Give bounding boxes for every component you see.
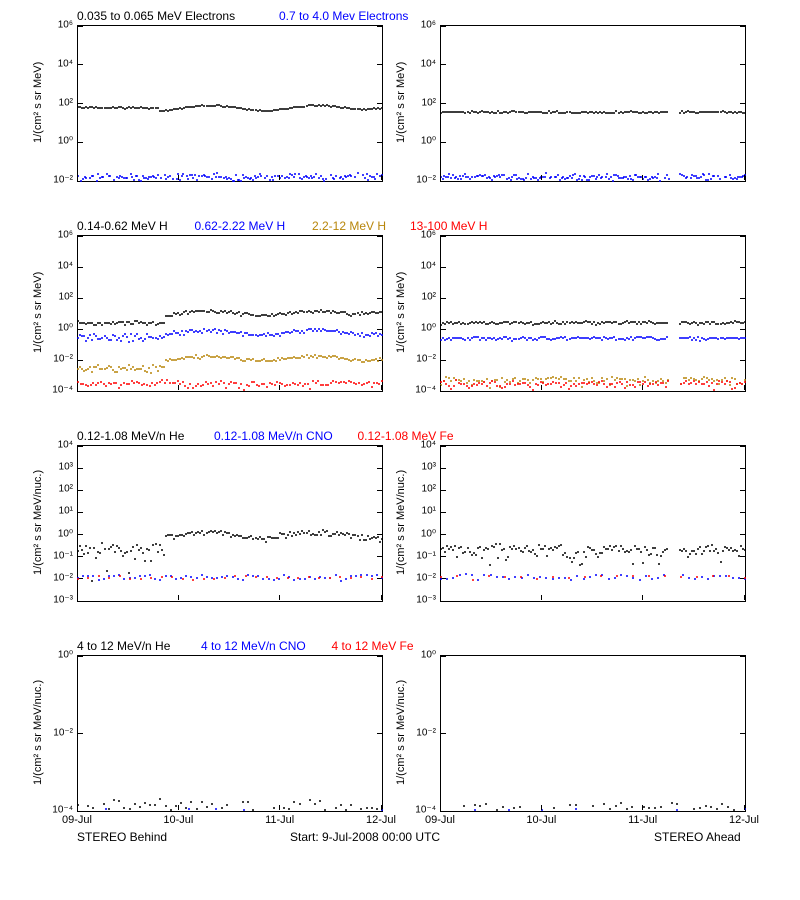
chart-panel bbox=[440, 445, 746, 602]
y-tick-label: 10⁶ bbox=[43, 20, 73, 31]
y-tick-label: 10⁶ bbox=[406, 230, 436, 241]
y-tick-label: 10⁻² bbox=[406, 354, 436, 365]
y-tick-label: 10³ bbox=[43, 462, 73, 473]
footer-right: STEREO Ahead bbox=[654, 830, 741, 844]
y-tick-label: 10⁻⁴ bbox=[406, 385, 436, 396]
y-tick-label: 10⁰ bbox=[406, 136, 436, 147]
footer-center: Start: 9-Jul-2008 00:00 UTC bbox=[290, 830, 440, 844]
y-tick-label: 10⁰ bbox=[43, 136, 73, 147]
series-title: 0.14-0.62 MeV H bbox=[77, 219, 168, 233]
x-tick-label: 11-Jul bbox=[265, 814, 294, 826]
x-tick-label: 09-Jul bbox=[62, 814, 92, 826]
series-title: 0.62-2.22 MeV H bbox=[195, 219, 286, 233]
series-title: 4 to 12 MeV Fe bbox=[332, 639, 414, 653]
y-tick-label: 10⁻³ bbox=[406, 595, 436, 606]
x-tick-label: 12-Jul bbox=[366, 814, 396, 826]
y-tick-label: 10⁰ bbox=[406, 528, 436, 539]
y-tick-label: 10⁻² bbox=[43, 175, 73, 186]
series-title: 2.2-12 MeV H bbox=[312, 219, 386, 233]
series-title: 4 to 12 MeV/n He bbox=[77, 639, 170, 653]
y-tick-label: 10⁻³ bbox=[43, 595, 73, 606]
y-tick-label: 10⁰ bbox=[406, 650, 436, 661]
y-tick-label: 10⁴ bbox=[43, 58, 73, 69]
x-tick-label: 10-Jul bbox=[163, 814, 193, 826]
y-axis-label: 1/(cm² s sr MeV) bbox=[395, 271, 407, 352]
y-tick-label: 10² bbox=[406, 484, 436, 495]
y-tick-label: 10⁶ bbox=[406, 20, 436, 31]
y-tick-label: 10⁴ bbox=[406, 58, 436, 69]
y-tick-label: 10⁰ bbox=[43, 650, 73, 661]
y-axis-label: 1/(cm² s sr MeV) bbox=[32, 271, 44, 352]
chart-panel bbox=[440, 655, 746, 812]
y-tick-label: 10⁻⁴ bbox=[43, 385, 73, 396]
y-tick-label: 10⁻² bbox=[43, 727, 73, 738]
y-tick-label: 10⁴ bbox=[406, 440, 436, 451]
y-tick-label: 10⁰ bbox=[406, 323, 436, 334]
chart-panel bbox=[77, 25, 383, 182]
footer-left: STEREO Behind bbox=[77, 830, 167, 844]
series-title: 0.12-1.08 MeV/n CNO bbox=[214, 429, 333, 443]
y-tick-label: 10⁰ bbox=[43, 323, 73, 334]
x-tick-label: 10-Jul bbox=[526, 814, 556, 826]
y-tick-label: 10¹ bbox=[43, 506, 73, 517]
y-tick-label: 10⁻¹ bbox=[406, 550, 436, 561]
chart-panel bbox=[440, 25, 746, 182]
chart-panel bbox=[77, 655, 383, 812]
y-tick-label: 10⁰ bbox=[43, 528, 73, 539]
chart-panel bbox=[77, 445, 383, 602]
y-tick-label: 10⁻² bbox=[406, 175, 436, 186]
chart-panel bbox=[440, 235, 746, 392]
y-tick-label: 10³ bbox=[406, 462, 436, 473]
x-tick-label: 11-Jul bbox=[628, 814, 657, 826]
y-tick-label: 10⁻¹ bbox=[43, 550, 73, 561]
y-tick-label: 10² bbox=[406, 97, 436, 108]
y-tick-label: 10⁴ bbox=[43, 440, 73, 451]
y-tick-label: 10² bbox=[406, 292, 436, 303]
series-title: 0.12-1.08 MeV/n He bbox=[77, 429, 184, 443]
y-tick-label: 10⁻² bbox=[406, 572, 436, 583]
y-tick-label: 10⁻² bbox=[43, 572, 73, 583]
chart-panel bbox=[77, 235, 383, 392]
figure-root: 0.035 to 0.065 MeV Electrons 0.7 to 4.0 M… bbox=[0, 0, 800, 900]
y-tick-label: 10⁴ bbox=[43, 261, 73, 272]
y-tick-label: 10² bbox=[43, 97, 73, 108]
y-tick-label: 10¹ bbox=[406, 506, 436, 517]
x-tick-label: 12-Jul bbox=[729, 814, 759, 826]
y-tick-label: 10⁶ bbox=[43, 230, 73, 241]
x-tick-label: 09-Jul bbox=[425, 814, 455, 826]
y-tick-label: 10⁴ bbox=[406, 261, 436, 272]
series-title: 0.035 to 0.065 MeV Electrons bbox=[77, 9, 235, 23]
series-title: 0.7 to 4.0 Mev Electrons bbox=[279, 9, 408, 23]
y-tick-label: 10² bbox=[43, 292, 73, 303]
y-tick-label: 10⁻² bbox=[43, 354, 73, 365]
y-tick-label: 10² bbox=[43, 484, 73, 495]
series-title: 4 to 12 MeV/n CNO bbox=[201, 639, 306, 653]
y-tick-label: 10⁻² bbox=[406, 727, 436, 738]
